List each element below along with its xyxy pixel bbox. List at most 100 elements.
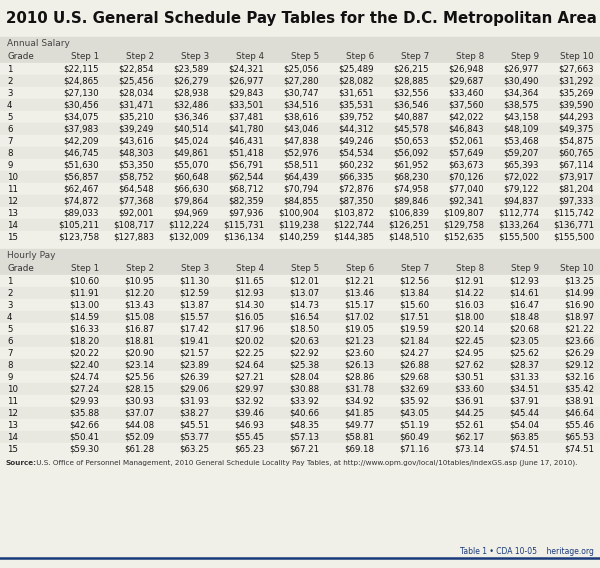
Text: $51,630: $51,630 [64,161,99,169]
Text: $18.97: $18.97 [564,312,594,321]
Text: $25,456: $25,456 [118,77,154,86]
Bar [0,443,600,455]
Text: $49,246: $49,246 [338,136,374,145]
Bar [0,135,600,147]
Text: $29.12: $29.12 [564,361,594,370]
Text: $25.38: $25.38 [289,361,319,370]
Text: $26,948: $26,948 [449,65,484,73]
Text: $45.44: $45.44 [509,408,539,417]
Text: $31,471: $31,471 [118,101,154,110]
Text: $21.23: $21.23 [344,336,374,345]
Text: $97,936: $97,936 [229,208,264,218]
Bar [0,347,600,359]
Text: $89,033: $89,033 [64,208,99,218]
Text: $108,717: $108,717 [113,220,154,229]
Text: $30,490: $30,490 [503,77,539,86]
Text: $48.35: $48.35 [289,420,319,429]
Text: $64,548: $64,548 [118,185,154,194]
Text: $57,649: $57,649 [449,148,484,157]
Text: $21.22: $21.22 [564,324,594,333]
Text: $63.85: $63.85 [509,432,539,441]
Text: $12.59: $12.59 [179,289,209,298]
Text: $79,122: $79,122 [503,185,539,194]
Text: $148,510: $148,510 [388,232,429,241]
Text: $53.77: $53.77 [179,432,209,441]
Text: $23.14: $23.14 [124,361,154,370]
Text: Step 1: Step 1 [71,52,99,61]
Text: $37,983: $37,983 [64,124,99,133]
Text: $112,224: $112,224 [168,220,209,229]
Bar [0,99,600,111]
Text: $32.69: $32.69 [399,385,429,394]
Text: $46,745: $46,745 [64,148,99,157]
Text: $72,022: $72,022 [503,173,539,182]
Text: $37,560: $37,560 [448,101,484,110]
Bar [0,287,600,299]
Text: $49,861: $49,861 [173,148,209,157]
Text: $73,917: $73,917 [559,173,594,182]
Text: $23,589: $23,589 [173,65,209,73]
Text: $115,731: $115,731 [223,220,264,229]
Text: $23.89: $23.89 [179,361,209,370]
Text: $56,857: $56,857 [64,173,99,182]
Text: $56,791: $56,791 [229,161,264,169]
Text: $62,467: $62,467 [64,185,99,194]
Text: $35.88: $35.88 [69,408,99,417]
Text: $15.17: $15.17 [344,300,374,310]
Text: $84,855: $84,855 [283,197,319,206]
Bar [0,419,600,431]
Text: $35.92: $35.92 [399,396,429,406]
Text: $39,752: $39,752 [338,112,374,122]
Text: $119,238: $119,238 [278,220,319,229]
Text: Grade: Grade [7,52,34,61]
Text: $26,279: $26,279 [173,77,209,86]
Text: $26.13: $26.13 [344,361,374,370]
Text: $14.99: $14.99 [564,289,594,298]
Text: $33,460: $33,460 [448,89,484,98]
Text: Step 9: Step 9 [511,52,539,61]
Text: $25.62: $25.62 [509,349,539,357]
Bar [0,111,600,123]
Text: $112,774: $112,774 [498,208,539,218]
Text: $22.40: $22.40 [69,361,99,370]
Text: $40,514: $40,514 [173,124,209,133]
Text: $13.25: $13.25 [564,277,594,286]
Text: $26,977: $26,977 [229,77,264,86]
Text: $12.20: $12.20 [124,289,154,298]
Text: $51.19: $51.19 [399,420,429,429]
Text: $65,393: $65,393 [503,161,539,169]
Text: Step 8: Step 8 [456,264,484,273]
Text: $22,115: $22,115 [64,65,99,73]
Text: $32.16: $32.16 [564,373,594,382]
Text: $41,780: $41,780 [229,124,264,133]
Text: $144,385: $144,385 [333,232,374,241]
Bar [0,75,600,87]
Text: Step 9: Step 9 [511,264,539,273]
Text: $39,590: $39,590 [559,101,594,110]
Text: $140,259: $140,259 [278,232,319,241]
Text: $38,575: $38,575 [503,101,539,110]
Text: Step 2: Step 2 [126,52,154,61]
Bar [0,123,600,135]
Text: $14.22: $14.22 [454,289,484,298]
Text: $65.23: $65.23 [234,445,264,453]
Text: $33.60: $33.60 [454,385,484,394]
Text: $33,501: $33,501 [229,101,264,110]
Text: 5: 5 [7,112,13,122]
Text: 14: 14 [7,220,18,229]
Text: $27,663: $27,663 [559,65,594,73]
Text: $12.91: $12.91 [454,277,484,286]
Bar [0,383,600,395]
Bar [0,195,600,207]
Text: $26,977: $26,977 [503,65,539,73]
Bar [0,249,600,262]
Text: $28.04: $28.04 [289,373,319,382]
Text: $39,249: $39,249 [119,124,154,133]
Text: $44.25: $44.25 [454,408,484,417]
Text: $34,364: $34,364 [503,89,539,98]
Text: $16.47: $16.47 [509,300,539,310]
Text: $115,742: $115,742 [553,208,594,218]
Text: Source:: Source: [6,460,37,466]
Text: $16.87: $16.87 [124,324,154,333]
Text: $58,511: $58,511 [283,161,319,169]
